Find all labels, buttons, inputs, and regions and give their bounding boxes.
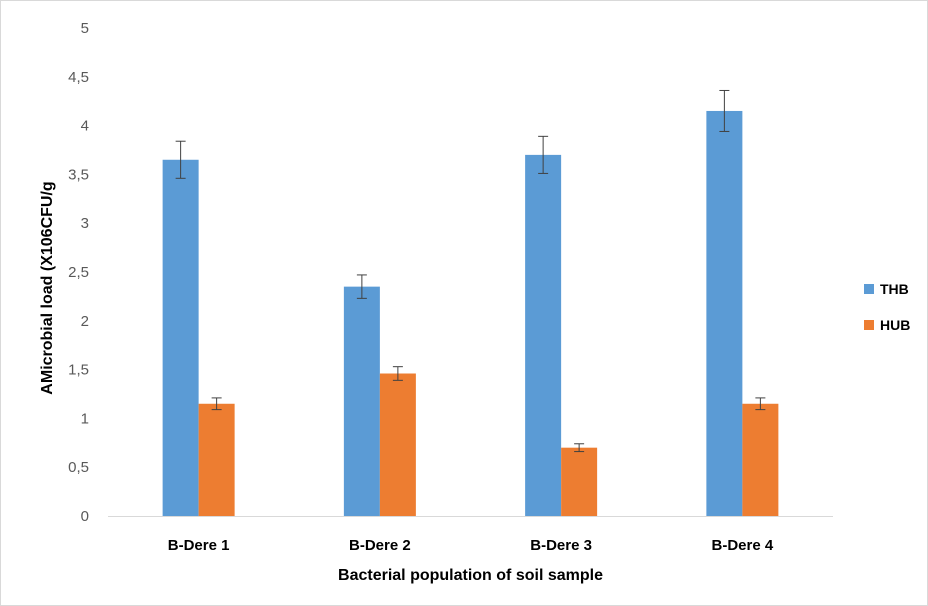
error-bar-hub-4 xyxy=(755,397,766,411)
bar-hub-4 xyxy=(742,403,779,516)
x-tick-label: B-Dere 3 xyxy=(530,537,592,554)
legend-item-hub: HUB xyxy=(864,317,910,333)
legend-swatch xyxy=(864,320,874,330)
y-tick-label: 1 xyxy=(81,410,89,427)
y-tick-label: 0 xyxy=(81,508,89,525)
x-tick-label: B-Dere 2 xyxy=(349,537,411,554)
x-tick-label: B-Dere 1 xyxy=(168,537,230,554)
error-bar-thb-1 xyxy=(175,140,186,179)
y-tick-label: 4 xyxy=(81,118,89,135)
y-tick-label: 3 xyxy=(81,215,89,232)
y-tick-label: 3,5 xyxy=(68,166,89,183)
error-bar-thb-2 xyxy=(356,274,367,299)
y-axis-title: AMicrobial load (X106CFU/g xyxy=(39,181,56,394)
error-bar-thb-4 xyxy=(719,89,730,132)
x-axis-title: Bacterial population of soil sample xyxy=(338,567,603,584)
error-bars xyxy=(175,89,766,453)
y-tick-label: 2,5 xyxy=(68,264,89,281)
error-bar-hub-1 xyxy=(211,397,222,411)
bars xyxy=(162,110,779,517)
bar-thb-4 xyxy=(706,110,743,517)
bar-hub-1 xyxy=(198,403,235,516)
bar-thb-3 xyxy=(525,154,562,516)
error-bar-hub-2 xyxy=(392,366,403,381)
y-tick-label: 2 xyxy=(81,313,89,330)
legend-label: HUB xyxy=(880,317,910,333)
legend-item-thb: THB xyxy=(864,281,909,297)
bar-hub-2 xyxy=(379,373,416,516)
legend-swatch xyxy=(864,284,874,294)
legend-label: THB xyxy=(880,281,909,297)
y-tick-label: 0,5 xyxy=(68,459,89,476)
error-bar-thb-3 xyxy=(538,135,549,174)
y-tick-label: 1,5 xyxy=(68,362,89,379)
bar-thb-1 xyxy=(162,159,199,516)
x-axis-ticks: B-Dere 1 B-Dere 2 B-Dere 3 B-Dere 4 xyxy=(168,537,774,554)
y-tick-label: 4,5 xyxy=(68,69,89,86)
y-axis-ticks: 0 0,5 1 1,5 2 2,5 3 3,5 4 4,5 5 xyxy=(68,20,89,525)
x-tick-label: B-Dere 4 xyxy=(712,537,774,554)
bar-hub-3 xyxy=(561,447,598,516)
error-bar-hub-3 xyxy=(574,443,585,453)
y-tick-label: 5 xyxy=(81,20,89,37)
bar-thb-2 xyxy=(343,286,380,516)
legend: THB HUB xyxy=(864,281,910,333)
